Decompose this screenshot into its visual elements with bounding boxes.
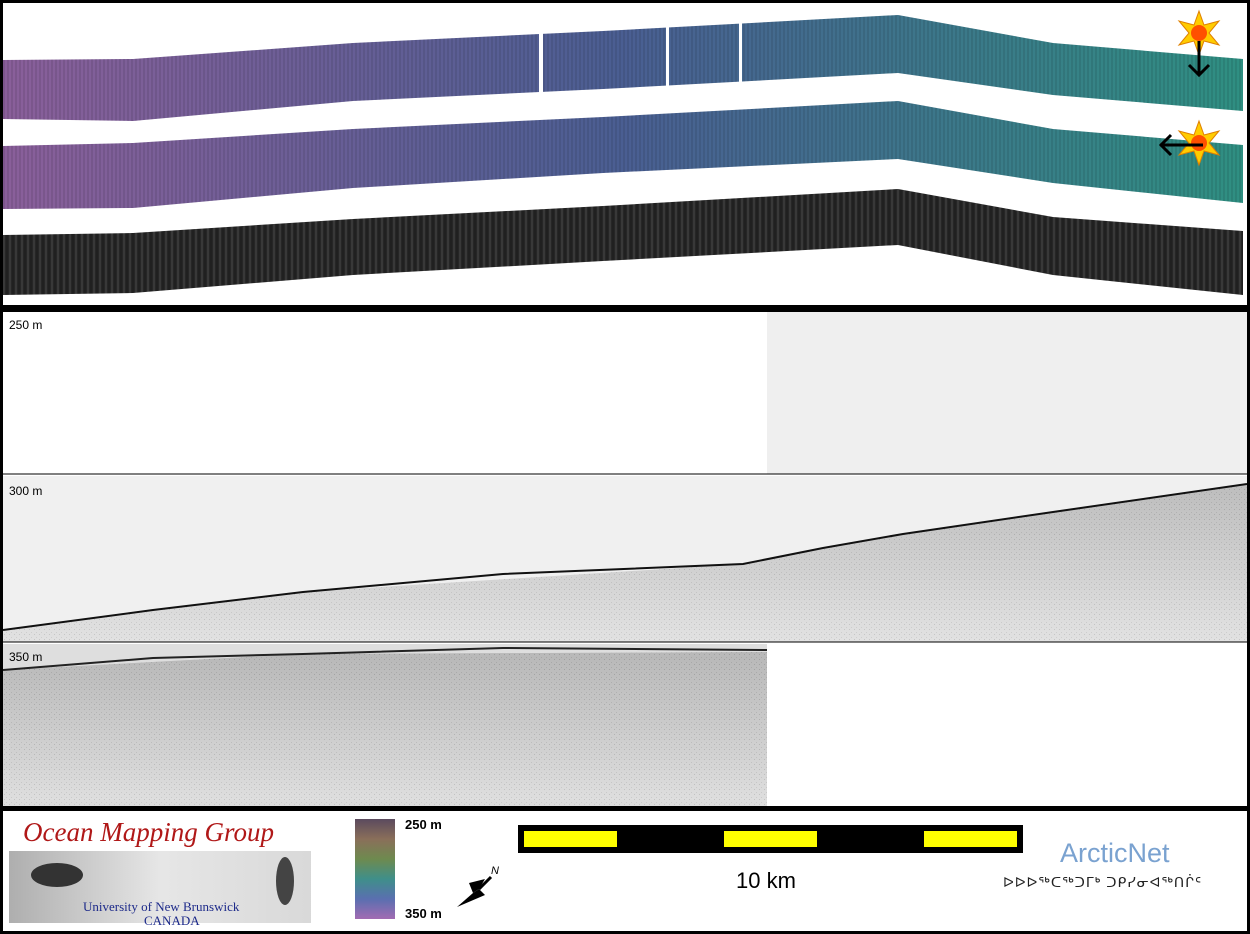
omg-country: CANADA [144,913,200,928]
omg-university: University of New Brunswick [83,899,240,914]
swath-map-panel [3,3,1247,305]
depth-colorbar [355,819,395,919]
swath-strips [3,9,1243,295]
colorbar-top-label: 250 m [405,817,442,832]
scale-bar-segment [724,831,817,847]
arcticnet-logo: ArcticNet [1060,838,1170,868]
legend-panel: Ocean Mapping Group University of New Br… [3,811,1247,931]
north-label: N [491,865,499,877]
seabed-reflector [3,483,1247,631]
arrow-down-icon [1187,41,1211,78]
seabed-reflector-lower [3,646,768,671]
scale-label: 10 km [736,868,796,893]
depth-label-250: 250 m [9,318,43,332]
omg-logo: Ocean Mapping Group University of New Br… [9,813,311,928]
profile-graphic [3,312,1247,806]
scale-bar-segment [924,831,1017,847]
north-arrow-icon: N [455,865,503,911]
colorbar-bottom-label: 350 m [405,906,442,921]
scale-bar [518,825,1023,853]
sun-icon [1177,119,1221,167]
backscatter-strip [3,189,1243,295]
omg-title: Ocean Mapping Group [23,817,274,847]
subbottom-profile-panel: 250 m 300 m 350 m [3,312,1247,806]
depth-label-300: 300 m [9,484,43,498]
depth-label-350: 350 m [9,650,43,664]
arrow-left-icon [1158,133,1203,157]
scale-bar-segment [524,831,617,847]
arcticnet-syllabics: ᐅᐅᐅᖅᑕᖅᑐᒥᒃ ᑐᑭᓯᓂᐊᖅᑎᒌᑦ [1003,874,1203,890]
